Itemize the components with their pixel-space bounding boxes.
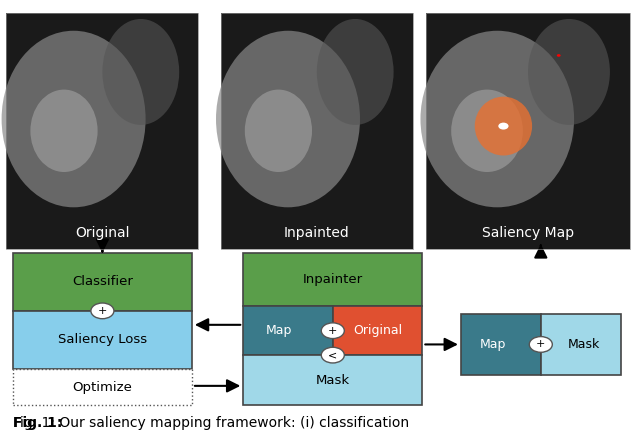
Ellipse shape <box>102 19 179 125</box>
FancyBboxPatch shape <box>243 355 422 405</box>
Text: +: + <box>536 340 545 349</box>
Ellipse shape <box>451 90 523 172</box>
Ellipse shape <box>475 97 532 156</box>
Circle shape <box>91 303 114 319</box>
Text: Classifier: Classifier <box>72 276 133 288</box>
Circle shape <box>321 347 344 363</box>
Ellipse shape <box>420 31 574 207</box>
Text: Saliency Loss: Saliency Loss <box>58 334 147 346</box>
Text: Mask: Mask <box>568 338 600 351</box>
Ellipse shape <box>1 31 146 207</box>
FancyBboxPatch shape <box>243 253 422 306</box>
FancyBboxPatch shape <box>13 369 192 405</box>
FancyBboxPatch shape <box>243 306 333 355</box>
FancyBboxPatch shape <box>6 13 198 249</box>
Text: +: + <box>328 326 337 336</box>
Text: Original: Original <box>75 226 130 240</box>
FancyBboxPatch shape <box>541 314 621 375</box>
Circle shape <box>499 123 509 129</box>
Ellipse shape <box>216 31 360 207</box>
Text: Fig. 1:: Fig. 1: <box>13 416 62 430</box>
FancyBboxPatch shape <box>461 314 541 375</box>
FancyBboxPatch shape <box>333 306 422 355</box>
Text: +: + <box>98 306 107 316</box>
FancyBboxPatch shape <box>426 13 630 249</box>
Circle shape <box>529 337 552 352</box>
Text: Inpainter: Inpainter <box>303 273 363 286</box>
FancyBboxPatch shape <box>13 253 192 311</box>
Text: Mask: Mask <box>316 374 350 387</box>
Text: Optimize: Optimize <box>72 381 132 394</box>
Text: <: < <box>328 350 337 360</box>
Text: Saliency Map: Saliency Map <box>482 226 574 240</box>
Text: Inpainted: Inpainted <box>284 226 349 240</box>
Circle shape <box>557 54 561 57</box>
FancyBboxPatch shape <box>13 311 192 369</box>
Text: Map: Map <box>479 338 506 351</box>
Ellipse shape <box>317 19 394 125</box>
FancyBboxPatch shape <box>221 13 413 249</box>
Ellipse shape <box>244 90 312 172</box>
Ellipse shape <box>528 19 610 125</box>
Text: Map: Map <box>266 324 292 337</box>
Ellipse shape <box>30 90 98 172</box>
Text: Original: Original <box>353 324 402 337</box>
Text: Fig. 1: Our saliency mapping framework: (i) classification: Fig. 1: Our saliency mapping framework: … <box>13 416 409 430</box>
Circle shape <box>321 323 344 338</box>
